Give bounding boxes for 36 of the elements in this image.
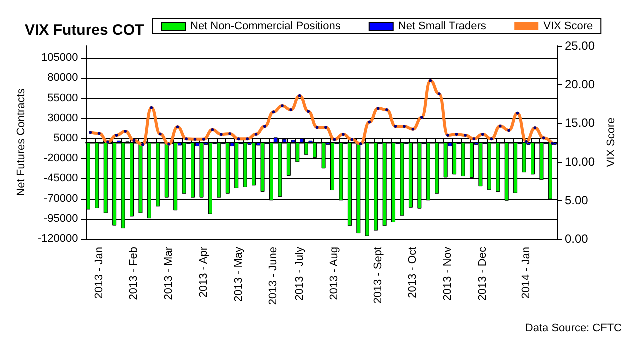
x-tick-label: 2014 - Jan bbox=[520, 247, 532, 299]
y-tick-label: 30000 bbox=[48, 112, 78, 124]
y2-tick-label: 5.00 bbox=[565, 193, 589, 208]
y-tick-label: 5000 bbox=[54, 132, 78, 144]
y-tick-label: 80000 bbox=[48, 72, 78, 84]
x-tick-label: 2013 - July bbox=[294, 246, 306, 301]
y2-axis-title: VIX Score bbox=[605, 118, 618, 168]
legend-label: VIX Score bbox=[544, 20, 594, 32]
y-tick-label: -70000 bbox=[44, 192, 78, 205]
x-tick-label: 2013 - Nov bbox=[442, 246, 454, 301]
x-tick-label: 2013 - Sept bbox=[372, 247, 384, 304]
chart-title: VIX Futures COT bbox=[25, 22, 144, 39]
y-tick-label: 105000 bbox=[42, 52, 78, 64]
x-tick-label: 2013 - Oct bbox=[407, 247, 420, 298]
x-tick-label: 2013 - May bbox=[232, 246, 245, 302]
y2-tick-label: 15.00 bbox=[565, 116, 596, 130]
y-tick-label: -120000 bbox=[38, 233, 78, 245]
x-tick-label: 2013 - Apr bbox=[198, 246, 210, 298]
source-note: Data Source: CFTC bbox=[525, 322, 622, 334]
y2-tick-label: 0.00 bbox=[565, 232, 589, 246]
y2-tick-label: 10.00 bbox=[565, 154, 596, 169]
x-tick-label: 2013 - Aug bbox=[328, 247, 341, 300]
y2-tick-label: 25.00 bbox=[565, 39, 596, 53]
y-axis-title: Net Futures Contracts bbox=[16, 88, 28, 196]
y-tick-label: -20000 bbox=[44, 152, 78, 165]
y2-tick-label: 20.00 bbox=[565, 78, 596, 92]
x-tick-label: 2013 - Feb bbox=[128, 247, 140, 300]
x-tick-label: 2013 - Jan bbox=[93, 247, 106, 299]
x-tick-label: 2013 - Dec bbox=[476, 246, 489, 301]
legend-label: Net Small Traders bbox=[398, 20, 487, 32]
y-tick-label: -45000 bbox=[44, 172, 78, 185]
x-tick-label: 2013 - June bbox=[268, 247, 280, 306]
y-tick-label: 55000 bbox=[48, 92, 78, 104]
y-tick-label: -95000 bbox=[44, 212, 78, 225]
x-tick-label: 2013 - Mar bbox=[163, 246, 176, 300]
legend-label: Net Non-Commercial Positions bbox=[190, 20, 342, 32]
